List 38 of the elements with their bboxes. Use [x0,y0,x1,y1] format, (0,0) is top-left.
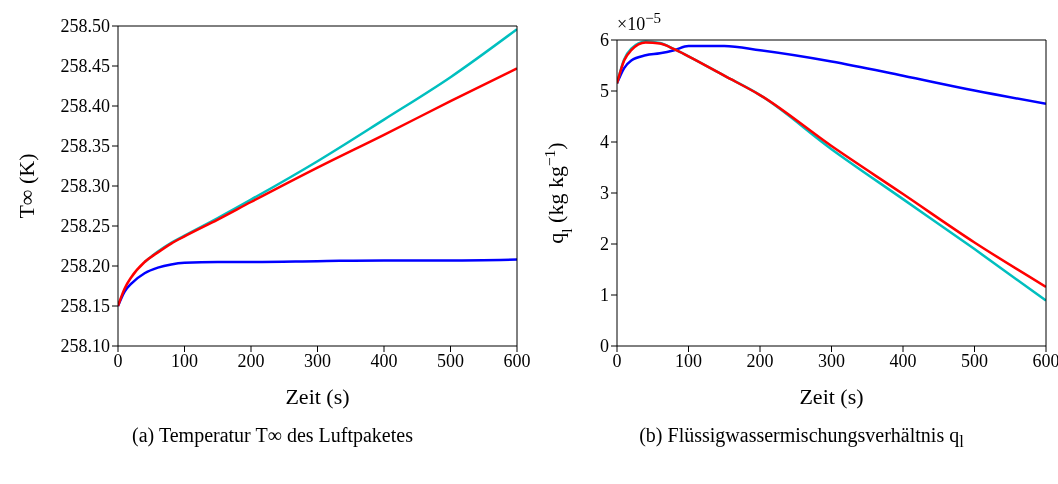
y-tick-label: 3 [600,183,609,204]
y-axis-title: T∞ (K) [14,153,39,219]
x-tick-label: 100 [675,350,702,371]
x-tick-label: 200 [746,350,774,371]
text: (b) Flüssigwassermischungsverhältnis q$_{l}$ [638,424,965,452]
y-tick-label: 258.50 [60,16,110,37]
line-series [118,67,517,308]
y-tick-label: 258.25 [60,216,110,237]
x-tick-label: 300 [818,350,845,371]
x-tick-label: 200 [237,350,265,371]
line-series [118,258,517,308]
x-tick-label: 500 [961,350,988,371]
y-tick-label: 258.30 [60,176,110,197]
y-tick-label: 258.45 [60,56,110,77]
x-tick-label: 300 [304,350,331,371]
y-tick-label: 2 [600,234,609,255]
y-tick-label: 1 [600,285,609,306]
y-tick-label: 258.10 [60,336,110,357]
x-tick-label: 500 [437,350,464,371]
x-tick-label: 600 [503,350,531,371]
x-tick-label: 400 [889,350,917,371]
line-series [617,44,1046,105]
x-axis-title: Zeit (s) [799,384,864,409]
y-tick-label: 258.15 [60,296,110,317]
y-tick-label: 258.35 [60,136,110,157]
y-tick-label: 6 [600,30,609,51]
text: (a) Temperatur T∞ des Luftpaketes [131,424,414,447]
y-tick-label: 5 [600,81,609,102]
text: ×10$^{−5}$ [617,10,662,35]
y-tick-label: 258.20 [60,256,110,277]
x-tick-label: 600 [1032,350,1058,371]
x-axis-title: Zeit (s) [285,384,350,409]
y-tick-label: 0 [600,336,609,357]
y-tick-label: 258.40 [60,96,110,117]
x-tick-label: 400 [370,350,398,371]
x-tick-label: 100 [171,350,198,371]
x-tick-label: 0 [113,350,123,371]
y-tick-label: 4 [600,132,609,153]
